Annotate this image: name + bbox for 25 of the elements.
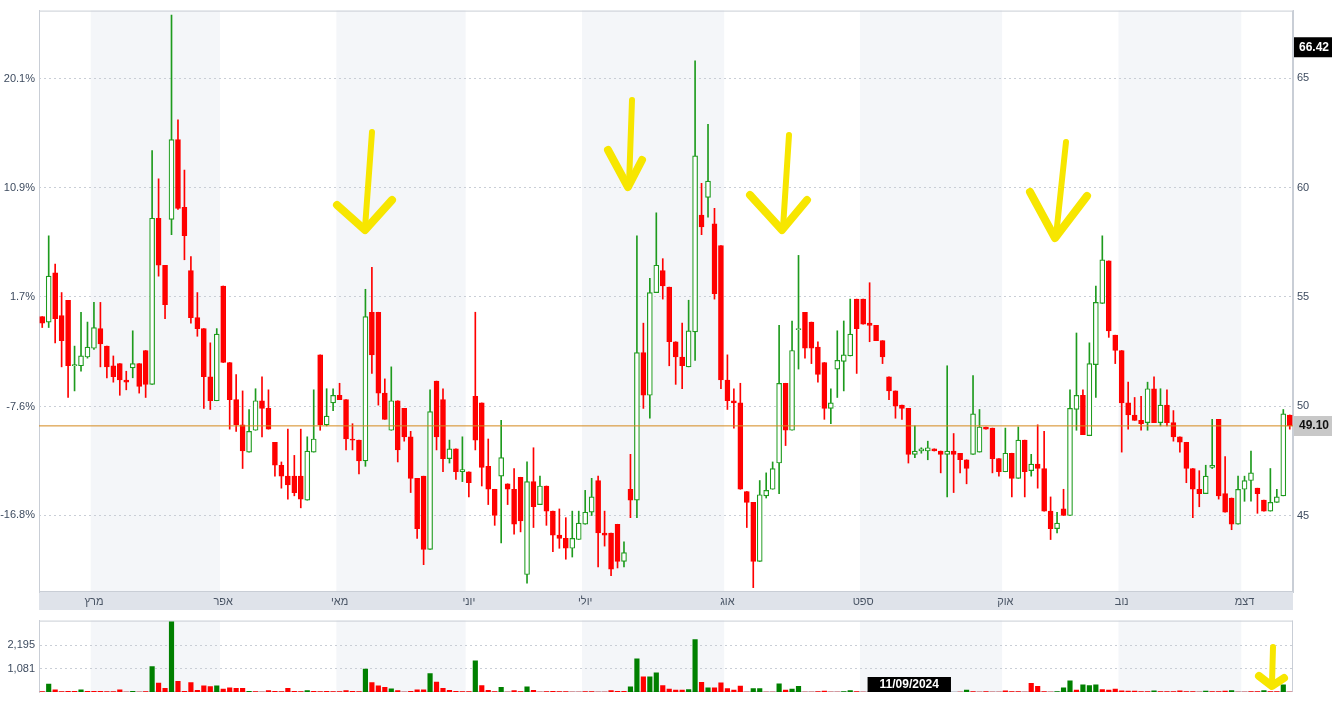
x-tick-label: יולי [578, 594, 593, 607]
x-tick-label: מאי [330, 594, 349, 607]
y-tick-label: 55 [1297, 289, 1310, 302]
y-tick-label: 65 [1297, 71, 1310, 84]
x-tick-label: אוג [720, 594, 735, 607]
y2-tick-label: 1.7% [9, 289, 36, 302]
annotation: 66.42 [1299, 39, 1330, 54]
y-tick-label: 2,195 [7, 638, 35, 651]
y2-tick-label: -7.6% [6, 399, 36, 412]
y-tick-label: 1,081 [7, 661, 35, 674]
x-tick-label: מרץ [84, 594, 104, 607]
x-tick-label: יוני [462, 594, 476, 607]
y2-tick-label: 10.9% [3, 180, 36, 193]
x-tick-label: אפר [213, 594, 234, 607]
x-tick-label: ספט [852, 594, 874, 607]
y2-tick-label: -16.8% [0, 508, 36, 521]
y-tick-label: 50 [1297, 399, 1310, 412]
y-tick-label: 45 [1297, 508, 1310, 521]
y-tick-label: 60 [1297, 180, 1310, 193]
y2-tick-label: 20.1% [3, 72, 36, 85]
ref-line-label: 49.10 [1299, 418, 1330, 433]
x-tick-label: אוק [997, 594, 1014, 607]
x-tick-label: נוב [1114, 594, 1129, 607]
annotation: 11/09/2024 [879, 677, 940, 692]
x-tick-label: דצמ [1234, 594, 1255, 607]
